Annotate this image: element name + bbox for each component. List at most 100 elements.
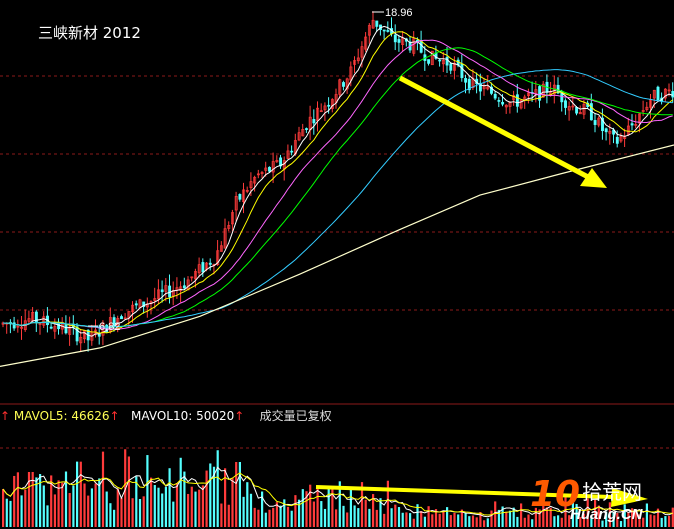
volume-bar <box>275 502 278 527</box>
candle-body <box>216 250 220 266</box>
candle-body <box>641 110 645 112</box>
candle-body <box>182 285 186 289</box>
volume-bar <box>420 511 423 527</box>
candle-body <box>371 19 375 29</box>
candle-body <box>268 166 271 172</box>
candle-body <box>615 136 619 144</box>
candle-body <box>290 150 294 153</box>
volume-bar <box>316 485 319 527</box>
candle-body <box>260 172 264 174</box>
volume-bar <box>383 513 386 527</box>
volume-bar <box>542 499 545 527</box>
volume-bar <box>479 511 482 527</box>
candle-body <box>301 128 305 137</box>
volume-bar <box>157 487 160 527</box>
candle-body <box>486 86 490 90</box>
downtrend-arrow <box>398 75 607 188</box>
candle-body <box>493 93 497 99</box>
volume-bar <box>597 505 600 527</box>
volume-bar <box>534 507 537 527</box>
candle-body <box>223 228 227 249</box>
volume-bar <box>124 449 127 527</box>
volume-bar <box>471 515 475 527</box>
volume-bars <box>2 449 674 527</box>
candle-body <box>630 123 634 126</box>
volume-bar <box>113 509 116 527</box>
volume-bar <box>235 462 238 527</box>
volume-bar <box>5 498 8 527</box>
candle-body <box>49 326 53 329</box>
volume-bar <box>164 487 167 527</box>
candle-body <box>83 330 86 340</box>
volume-bar <box>397 507 401 527</box>
candle-body <box>275 160 279 163</box>
volume-bar <box>642 517 645 527</box>
candle-body <box>64 323 68 334</box>
volume-bar <box>342 505 345 527</box>
volume-bar <box>449 515 452 527</box>
mavol5-line <box>2 466 673 518</box>
volume-bar <box>483 520 486 527</box>
volume-bar <box>468 516 471 527</box>
candle-body <box>194 271 197 280</box>
volume-bar <box>268 509 271 527</box>
candle-body <box>412 38 416 54</box>
volume-bar <box>434 509 438 527</box>
volume-legend: ↑ MAVOL5: 46626↑ MAVOL10: 50020↑ 成交量已复权 <box>0 406 674 426</box>
candle-body <box>441 60 445 65</box>
volume-bar <box>638 514 641 527</box>
volume-bar <box>457 514 460 527</box>
candle-body <box>305 128 308 130</box>
volume-bar <box>490 510 493 527</box>
ma60-line <box>2 69 673 328</box>
volume-bar <box>631 508 634 527</box>
mavol10-label: MAVOL10: <box>131 409 193 423</box>
candle-body <box>445 57 449 66</box>
volume-trend-arrow <box>315 485 648 507</box>
volume-bar <box>553 516 556 527</box>
volume-bar <box>31 472 34 527</box>
candle-body <box>430 50 434 66</box>
candle-body <box>601 117 604 132</box>
volume-bar <box>231 478 234 527</box>
volume-bar <box>187 493 190 527</box>
volume-bar <box>594 500 597 527</box>
candle-body <box>364 36 368 50</box>
volume-bar <box>101 451 105 527</box>
volume-bar <box>46 505 49 527</box>
volume-bar <box>13 475 16 527</box>
candle-body <box>356 57 360 62</box>
high-price-label: 18.96 <box>385 7 413 19</box>
candle-body <box>464 78 468 83</box>
volume-bar <box>605 511 608 527</box>
candle-body <box>157 289 160 300</box>
volume-bar <box>508 510 512 527</box>
volume-bar <box>227 504 230 527</box>
volume-bar <box>105 491 108 527</box>
candle-body <box>323 105 327 111</box>
candle-body <box>638 113 641 124</box>
volume-bar <box>501 506 504 527</box>
up-arrow-icon: ↑ <box>234 409 245 423</box>
volume-bar <box>201 485 204 527</box>
volume-bar <box>527 514 530 527</box>
watermark-site: Huang.CN <box>570 506 643 523</box>
candle-body <box>79 336 83 344</box>
volume-bar <box>453 512 456 527</box>
volume-bar <box>608 502 611 527</box>
volume-bar <box>571 502 574 527</box>
volume-bar <box>272 507 275 527</box>
candle-body <box>312 118 316 124</box>
volume-bar <box>645 503 648 527</box>
volume-bar <box>442 510 445 527</box>
candle-body <box>253 176 257 184</box>
candle-body <box>68 326 72 335</box>
volume-bar <box>649 514 652 527</box>
volume-bar <box>660 517 663 527</box>
volume-bar <box>198 489 201 527</box>
volume-bar <box>516 516 519 527</box>
volume-bar <box>2 489 5 527</box>
candle-body <box>201 262 205 273</box>
volume-bar <box>331 487 334 527</box>
candle-body <box>53 326 57 332</box>
